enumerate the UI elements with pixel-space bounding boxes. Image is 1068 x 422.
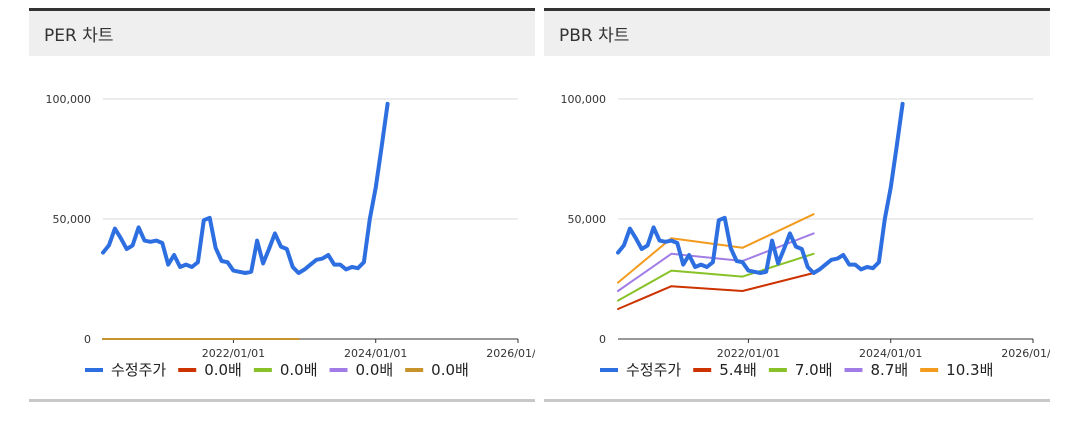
band-series-line <box>617 213 815 284</box>
legend-label: 5.4배 <box>719 361 757 379</box>
price-series-line <box>616 101 905 275</box>
legend-label: 0.0배 <box>356 361 394 379</box>
pbr-chart-title: PBR 차트 <box>544 11 1050 56</box>
per-chart-panel: PER 차트 0 50,000 100,000 2022/01/01 2024/01/0… <box>29 8 535 402</box>
y-tick-label: 0 <box>84 333 91 346</box>
y-tick-label: 50,000 <box>53 213 92 226</box>
legend-label: 8.7배 <box>871 361 909 379</box>
legend-label: 10.3배 <box>946 361 993 379</box>
band-series-line <box>617 252 815 302</box>
legend-label: 0.0배 <box>280 361 318 379</box>
x-tick-label: 2022/01/01 <box>717 347 780 360</box>
legend-label: 0.0배 <box>204 361 242 379</box>
per-chart-title: PER 차트 <box>29 11 535 56</box>
y-tick-label: 100,000 <box>46 93 92 106</box>
legend-label: 수정주가 <box>111 361 166 379</box>
band-series-line <box>617 232 815 292</box>
legend-label: 수정주가 <box>626 361 681 379</box>
band-series-line <box>617 272 815 310</box>
x-tick-label: 2026/01/01 <box>486 347 535 360</box>
pbr-chart-panel: PBR 차트 0 50,000 100,000 2022/01/01 2024/01/0… <box>544 8 1050 402</box>
x-tick-label: 2022/01/01 <box>202 347 265 360</box>
price-series-line <box>101 101 390 275</box>
y-tick-label: 0 <box>599 333 606 346</box>
x-tick-label: 2024/01/01 <box>859 347 922 360</box>
per-chart: 0 50,000 100,000 2022/01/01 2024/01/01 2026/0… <box>46 93 536 379</box>
legend-label: 7.0배 <box>795 361 833 379</box>
pbr-chart: 0 50,000 100,000 2022/01/01 2024/01/01 2026/0… <box>561 93 1051 379</box>
legend-label: 0.0배 <box>431 361 469 379</box>
y-tick-label: 50,000 <box>568 213 607 226</box>
x-tick-label: 2026/01/01 <box>1001 347 1050 360</box>
y-tick-label: 100,000 <box>561 93 607 106</box>
x-tick-label: 2024/01/01 <box>344 347 407 360</box>
